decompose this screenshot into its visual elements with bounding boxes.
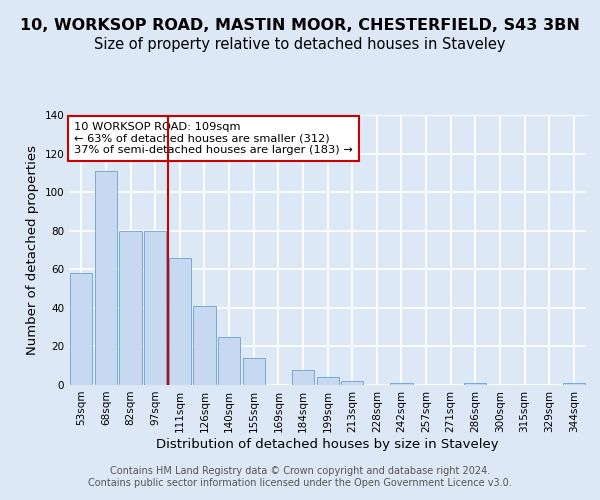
Bar — [292, 370, 314, 385]
X-axis label: Distribution of detached houses by size in Staveley: Distribution of detached houses by size … — [156, 438, 499, 450]
Bar — [242, 358, 265, 385]
Bar — [464, 383, 487, 385]
Bar — [218, 337, 240, 385]
Bar — [193, 306, 215, 385]
Text: Size of property relative to detached houses in Staveley: Size of property relative to detached ho… — [94, 38, 506, 52]
Bar — [391, 383, 413, 385]
Bar — [95, 171, 117, 385]
Y-axis label: Number of detached properties: Number of detached properties — [26, 145, 39, 355]
Bar — [563, 383, 585, 385]
Bar — [70, 273, 92, 385]
Text: 10, WORKSOP ROAD, MASTIN MOOR, CHESTERFIELD, S43 3BN: 10, WORKSOP ROAD, MASTIN MOOR, CHESTERFI… — [20, 18, 580, 32]
Text: 10 WORKSOP ROAD: 109sqm
← 63% of detached houses are smaller (312)
37% of semi-d: 10 WORKSOP ROAD: 109sqm ← 63% of detache… — [74, 122, 353, 155]
Bar — [317, 378, 338, 385]
Bar — [144, 230, 166, 385]
Bar — [119, 230, 142, 385]
Bar — [169, 258, 191, 385]
Text: Contains HM Land Registry data © Crown copyright and database right 2024.
Contai: Contains HM Land Registry data © Crown c… — [88, 466, 512, 487]
Bar — [341, 381, 364, 385]
